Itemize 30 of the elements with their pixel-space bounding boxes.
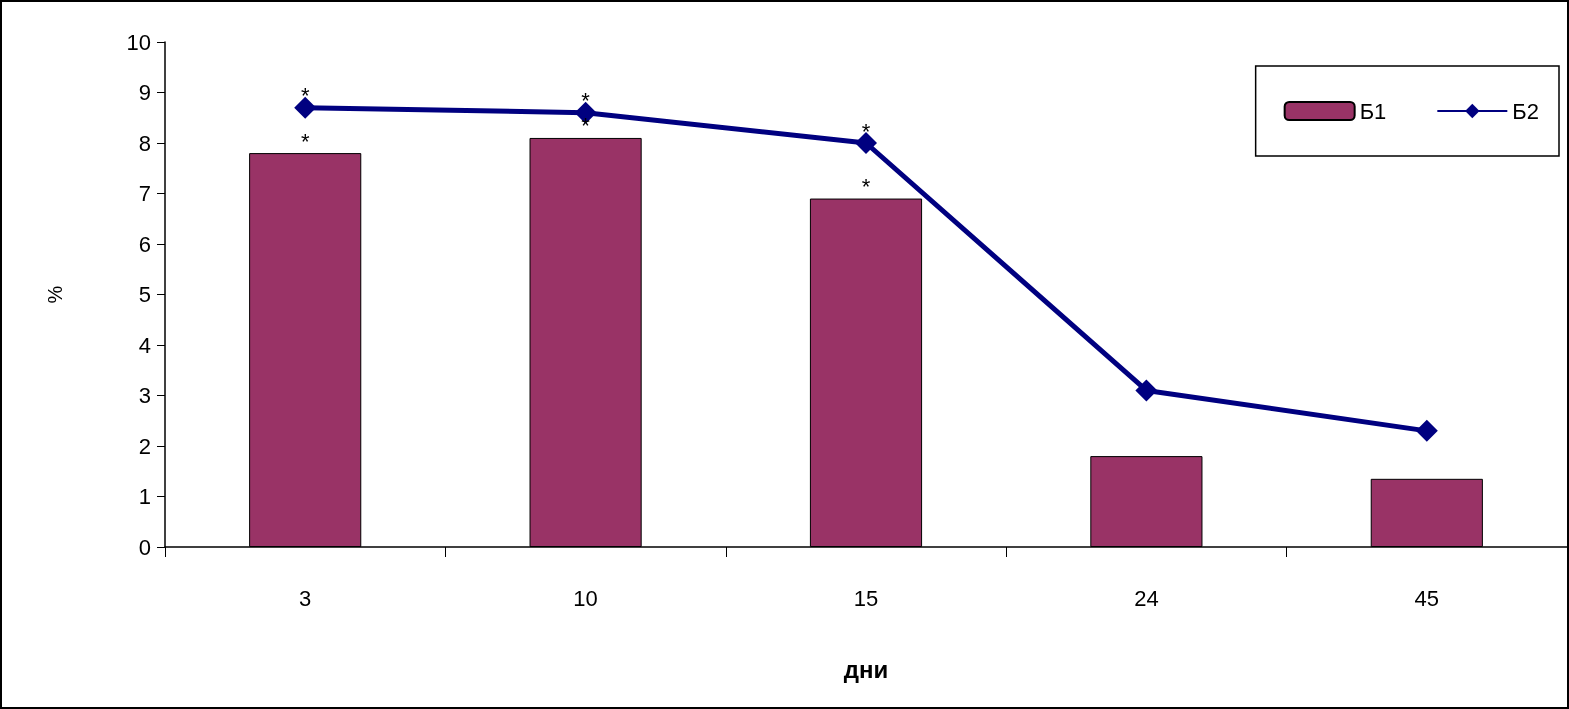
y-axis-title: % xyxy=(44,285,66,304)
point xyxy=(855,132,877,154)
annotation: * xyxy=(300,128,310,154)
y-tick-label: 0 xyxy=(138,534,151,560)
annotation: * xyxy=(300,83,310,109)
x-tick-label: 24 xyxy=(1134,585,1159,611)
y-tick-label: 1 xyxy=(138,484,151,509)
legend-label: Б1 xyxy=(1359,98,1387,124)
point xyxy=(1135,379,1158,402)
point xyxy=(1415,419,1438,442)
y-tick-label: 2 xyxy=(138,433,151,459)
annotation: * xyxy=(581,113,591,139)
x-tick-label: 45 xyxy=(1414,585,1440,611)
y-tick-label: 5 xyxy=(138,282,151,307)
x-tick-label: 3 xyxy=(299,585,312,611)
y-tick-label: 6 xyxy=(138,231,151,257)
point xyxy=(294,96,317,119)
x-axis-title: дни xyxy=(843,655,889,683)
y-tick-label: 4 xyxy=(138,332,151,358)
annotation: * xyxy=(861,174,871,200)
legend-label: Б2 xyxy=(1512,98,1540,124)
x-tick-label: 10 xyxy=(573,585,598,611)
y-tick-label: 9 xyxy=(138,80,151,105)
x-tick-label: 15 xyxy=(853,585,879,611)
y-tick-label: 8 xyxy=(138,130,151,156)
y-tick-label: 10 xyxy=(126,29,151,55)
y-tick-label: 3 xyxy=(138,383,151,408)
y-tick-label: 7 xyxy=(138,181,151,206)
annotation: * xyxy=(581,88,591,114)
annotation: * xyxy=(861,118,871,144)
